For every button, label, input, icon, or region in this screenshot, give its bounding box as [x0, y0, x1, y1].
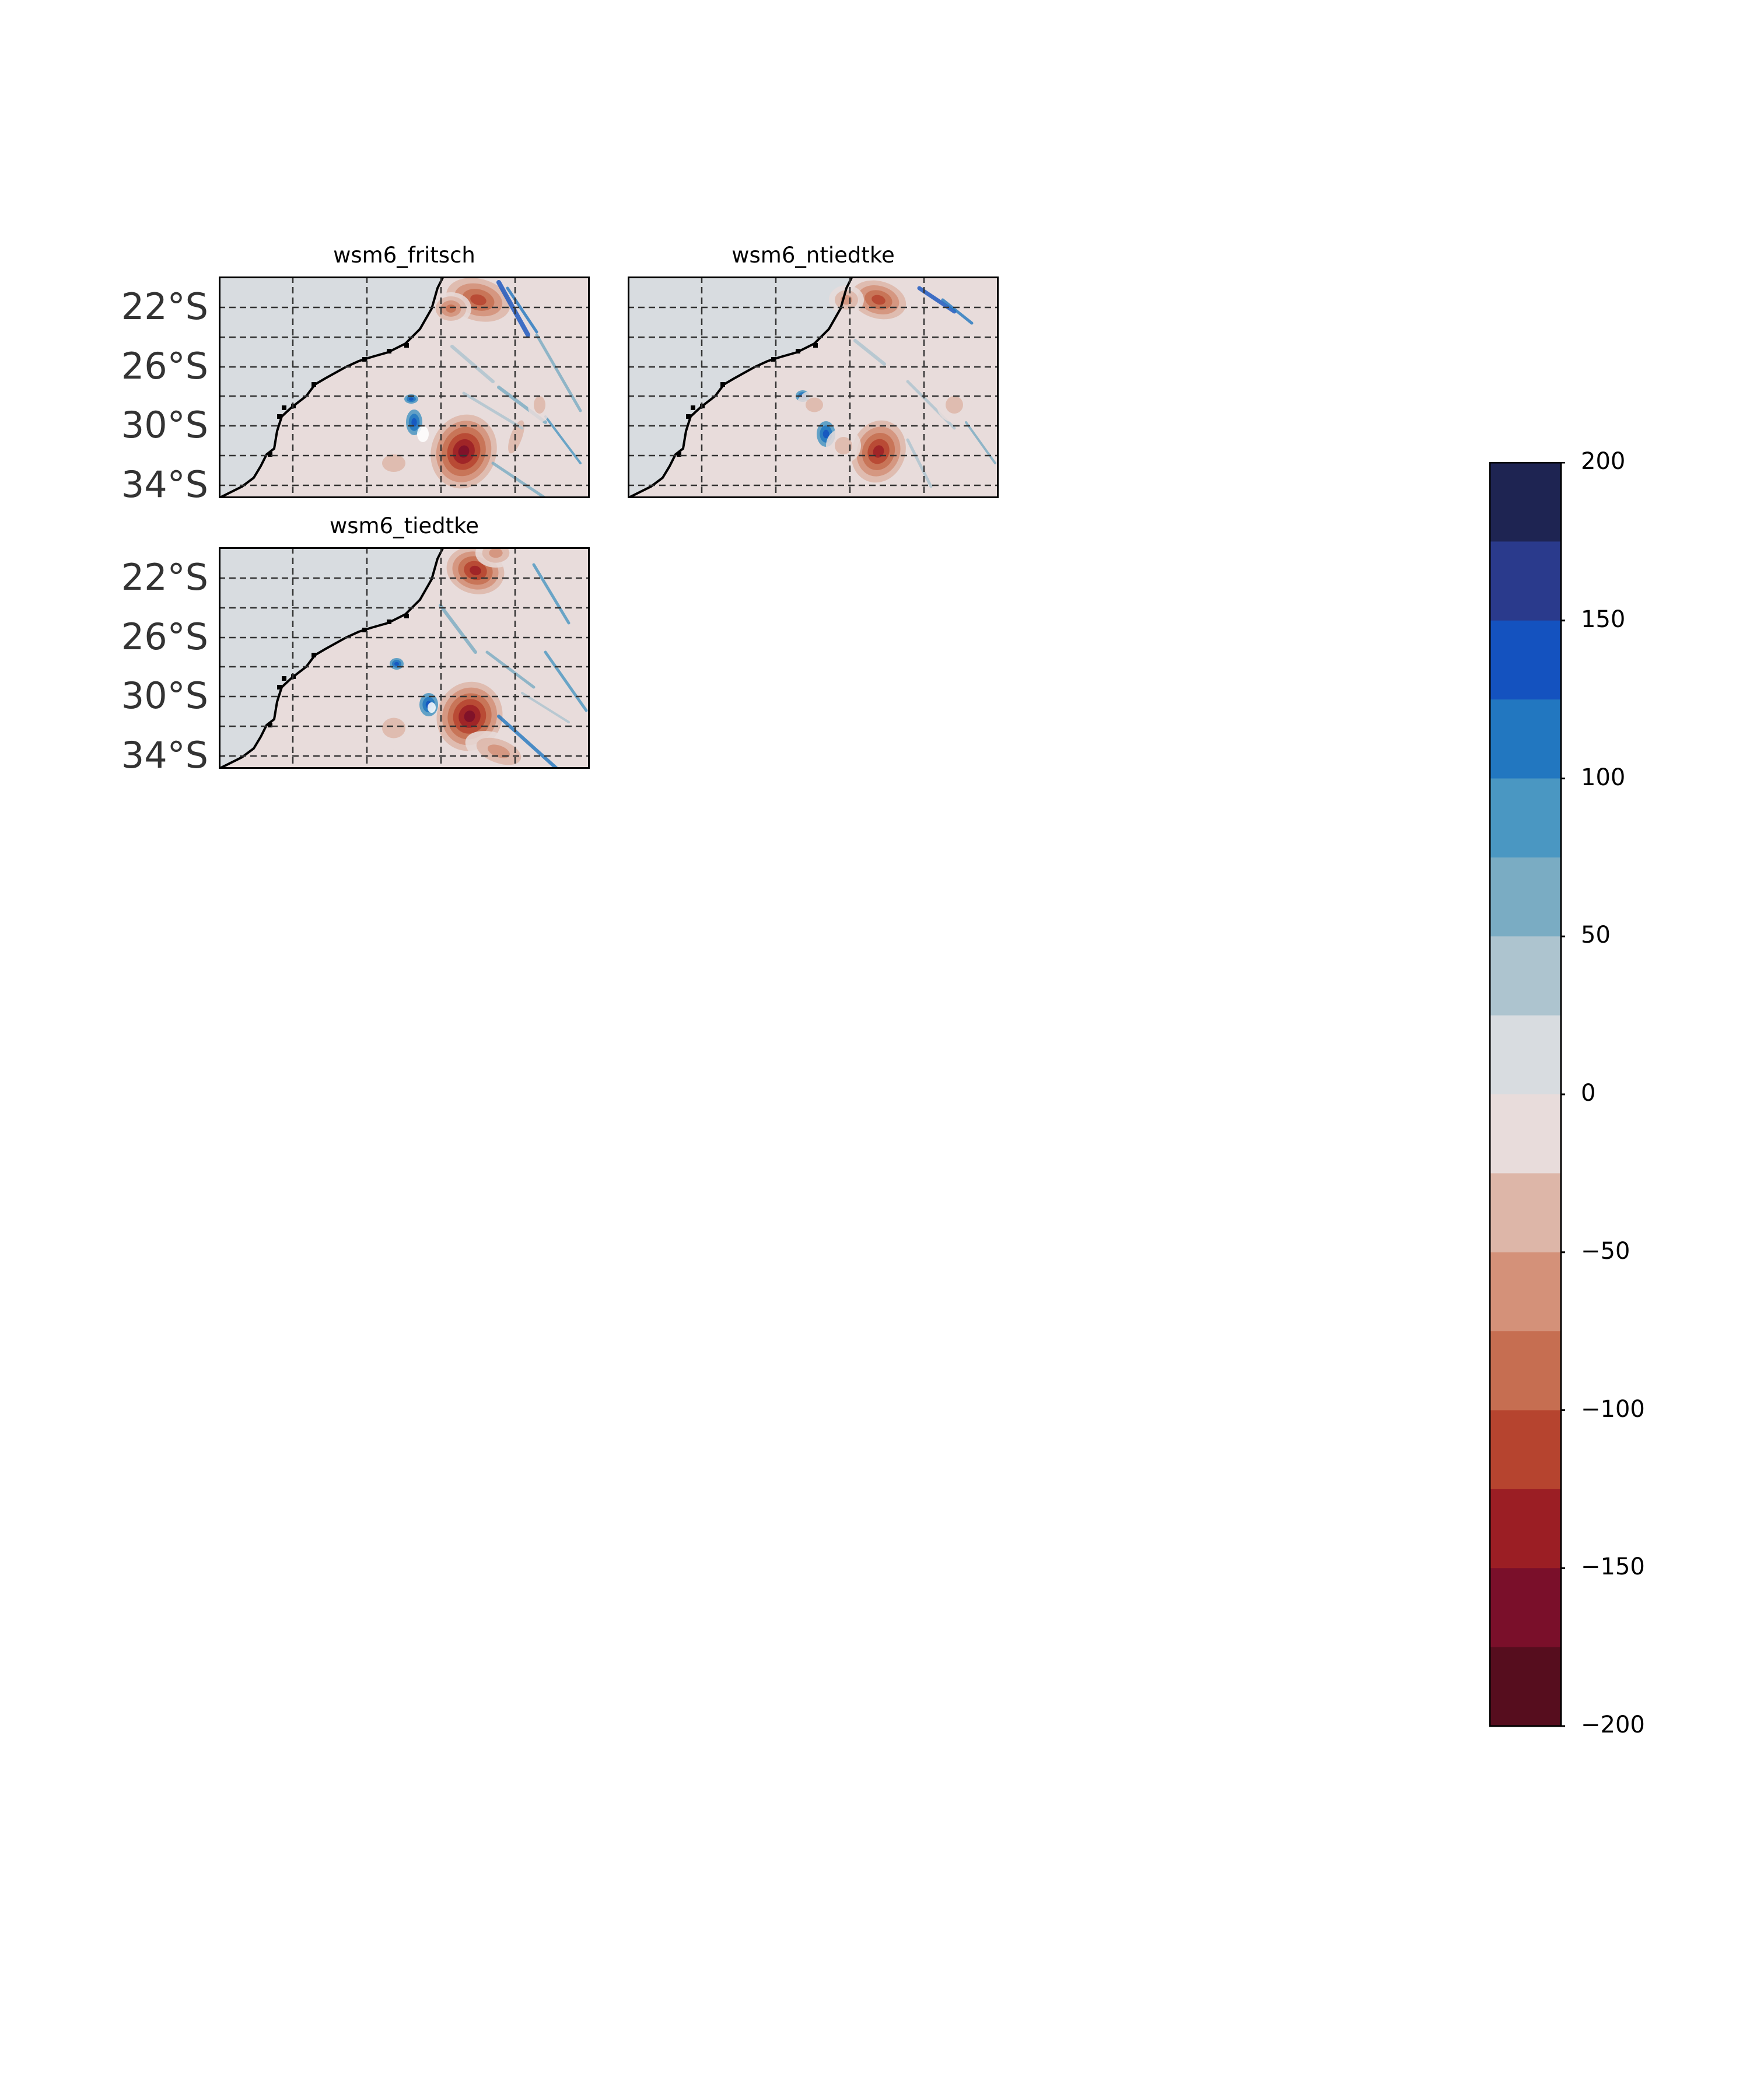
lat-tick-label: 30°S: [121, 404, 208, 446]
colorbar-segment: [1490, 1252, 1561, 1332]
lat-tick-label: 34°S: [121, 734, 208, 776]
lat-tick-label: 34°S: [121, 463, 208, 506]
colorbar-segment: [1490, 463, 1561, 542]
colorbar-segment: [1490, 620, 1561, 700]
colorbar-tick-label: −200: [1581, 1712, 1645, 1738]
panel-frame: [628, 276, 999, 498]
colorbar-segment: [1490, 699, 1561, 779]
lat-tick-label: 26°S: [121, 345, 208, 387]
colorbar-segment: [1490, 1015, 1561, 1095]
colorbar-segment: [1490, 1489, 1561, 1569]
colorbar-segment: [1490, 1568, 1561, 1648]
map-panel: [628, 276, 999, 498]
colorbar-segment: [1490, 541, 1561, 621]
panel-frame: [219, 547, 590, 769]
colorbar-tick-label: −50: [1581, 1237, 1630, 1265]
colorbar-tick-label: 200: [1581, 448, 1626, 475]
colorbar-tick-label: 100: [1581, 764, 1626, 791]
colorbar-segment: [1490, 1094, 1561, 1174]
colorbar-segment: [1490, 857, 1561, 937]
graticule: [628, 276, 999, 498]
lat-tick-label: 26°S: [121, 615, 208, 658]
colorbar-segment: [1490, 1331, 1561, 1411]
panel-title: wsm6_fritsch: [333, 243, 475, 268]
lat-tick-label: 30°S: [121, 674, 208, 717]
colorbar-segment: [1490, 1173, 1561, 1253]
lat-tick-label: 22°S: [121, 556, 208, 598]
colorbar-tick-label: −150: [1581, 1553, 1645, 1581]
panel-title: wsm6_ntiedtke: [732, 243, 895, 268]
colorbar-segment: [1490, 1410, 1561, 1490]
graticule: [219, 276, 590, 498]
panel-title: wsm6_tiedtke: [329, 513, 480, 538]
lat-tick-label: 22°S: [121, 285, 208, 328]
colorbar-tick-label: 150: [1581, 606, 1626, 633]
colorbar-segment: [1490, 1647, 1561, 1727]
panel-frame: [219, 276, 590, 498]
map-panel: [219, 547, 590, 769]
colorbar-tick-label: 50: [1581, 922, 1611, 949]
anomaly-field: [370, 276, 582, 498]
colorbar: [1489, 462, 1565, 1727]
colorbar-segment: [1490, 936, 1561, 1016]
anomaly-field: [796, 276, 996, 489]
colorbar-segment: [1490, 778, 1561, 858]
colorbar-tick-label: −100: [1581, 1395, 1645, 1423]
colorbar-tick-label: 0: [1581, 1080, 1596, 1107]
graticule: [219, 547, 590, 769]
map-panel: [219, 276, 590, 498]
